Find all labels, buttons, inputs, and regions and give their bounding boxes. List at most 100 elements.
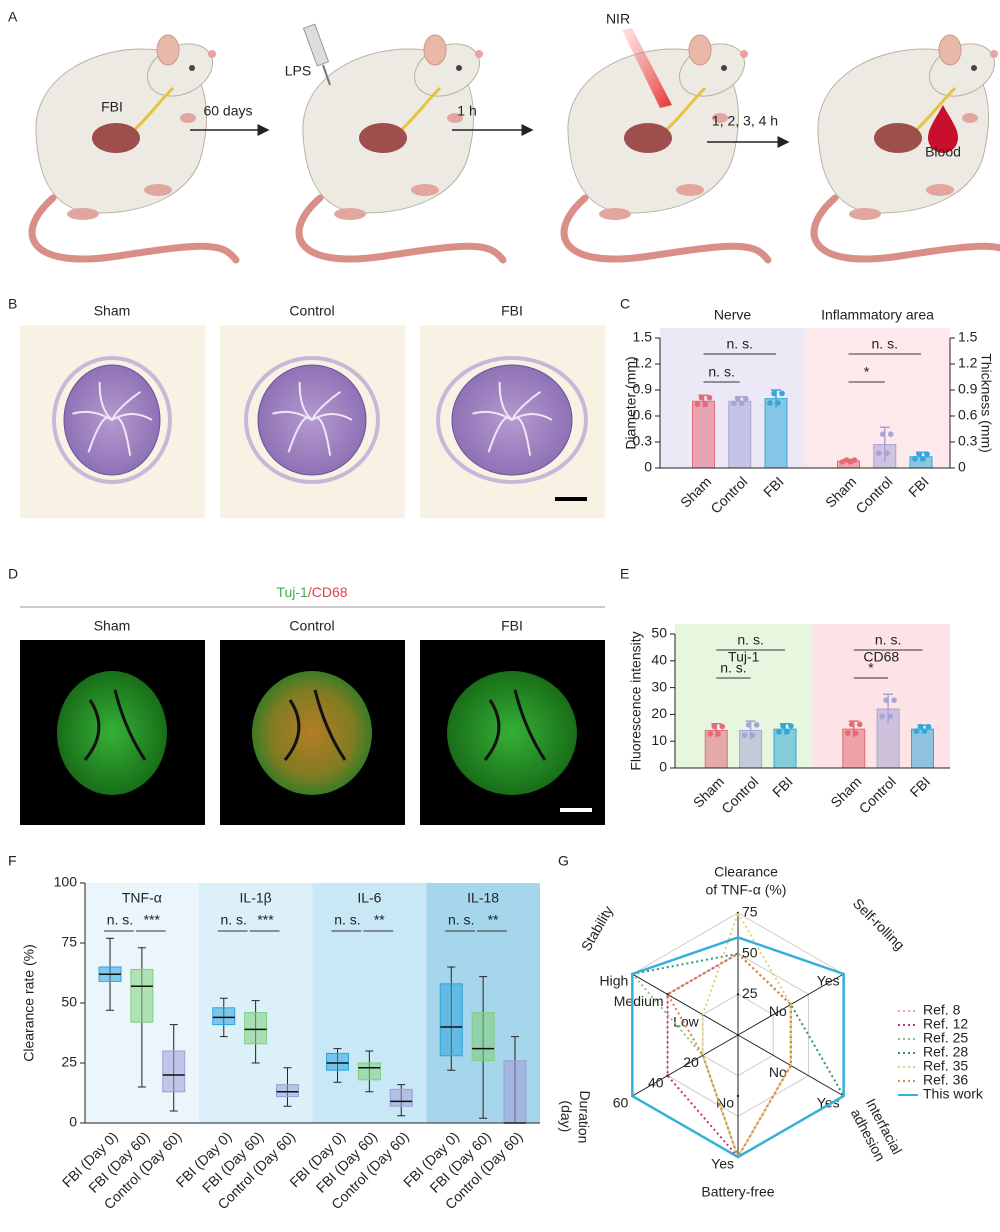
bar xyxy=(692,400,715,469)
y-tick-label: 0 xyxy=(659,759,667,775)
box xyxy=(275,1084,299,1098)
legend-label: This work xyxy=(923,1086,984,1102)
mouse-paw xyxy=(712,113,728,123)
radar-tick-label: High xyxy=(600,973,629,989)
scheme-text: FBI xyxy=(101,99,123,115)
mouse-paw xyxy=(926,184,954,196)
radar-axis-label: Clearance xyxy=(714,864,778,880)
radar-axis-label: Self-rolling xyxy=(850,895,908,953)
radar-tick-label: 60 xyxy=(613,1095,629,1111)
scheme-text: NIR xyxy=(606,11,630,27)
radar-tick-label: 75 xyxy=(742,904,758,920)
significance-label: n. s. xyxy=(448,912,474,928)
tissue-fold xyxy=(272,410,313,421)
y-axis-title: Diameter (mm) xyxy=(623,356,639,449)
group-title: Tuj-1 xyxy=(728,649,760,665)
box xyxy=(130,968,154,1023)
whisker-cap xyxy=(106,937,115,1011)
data-dot xyxy=(883,697,889,703)
radar-tick-label: No xyxy=(769,1064,787,1080)
tissue-fold xyxy=(298,381,313,421)
y-tick-label: 0 xyxy=(644,459,652,475)
radar-tick-label: 50 xyxy=(742,944,758,960)
data-dot xyxy=(771,390,777,397)
group-title: IL-1β xyxy=(240,890,272,906)
x-tick-label: FBI xyxy=(905,473,932,500)
mouse-ear xyxy=(688,34,712,66)
panel-label: A xyxy=(8,9,18,25)
mouse-eye xyxy=(189,65,195,71)
x-tick-label: Control xyxy=(707,473,750,516)
data-dot xyxy=(775,400,781,406)
mouse-paw xyxy=(180,113,196,123)
significance-label: n. s. xyxy=(875,632,901,648)
group-title: TNF-α xyxy=(122,890,162,906)
panel-label: B xyxy=(8,296,17,312)
data-dot xyxy=(715,731,722,737)
data-dot xyxy=(780,723,786,729)
significance-label: n. s. xyxy=(334,912,360,928)
data-dot xyxy=(707,731,714,737)
mouse-paw xyxy=(447,113,463,123)
mouse-eye xyxy=(456,65,462,71)
mouse-nose xyxy=(208,50,216,58)
significance-label: n. s. xyxy=(720,660,746,676)
mouse-organ xyxy=(624,123,672,153)
mouse-organ xyxy=(359,123,407,153)
y-tick-label: 1.5 xyxy=(633,329,653,345)
mouse-paw xyxy=(849,208,881,220)
scale-bar xyxy=(555,497,587,501)
radar-tick-label: 40 xyxy=(648,1074,664,1090)
mouse-tail xyxy=(810,194,1000,263)
mouse-organ xyxy=(874,123,922,153)
stain-name: /CD68 xyxy=(308,584,348,600)
data-dot xyxy=(719,723,726,730)
bar xyxy=(773,728,797,769)
mouse-paw xyxy=(676,184,704,196)
data-dot xyxy=(921,728,928,734)
radar-series xyxy=(701,910,792,1160)
significance-label: *** xyxy=(144,912,161,928)
whisker-cap xyxy=(219,997,228,1038)
tissue-fold xyxy=(98,381,113,421)
tick-mark xyxy=(736,993,740,996)
box xyxy=(357,1062,381,1081)
data-dot xyxy=(788,723,794,729)
mouse-nose xyxy=(990,50,998,58)
mouse-paw xyxy=(144,184,172,196)
data-dot xyxy=(887,431,894,438)
y-tick-label: 25 xyxy=(61,1054,77,1070)
x-tick-label: Control xyxy=(718,773,761,816)
tissue-fold xyxy=(72,410,113,421)
x-tick-label: FBI xyxy=(907,773,934,800)
tissue-fold xyxy=(83,689,147,761)
legend-label: Ref. 35 xyxy=(923,1058,968,1074)
data-dot xyxy=(917,723,924,730)
image-title: Sham xyxy=(94,618,131,634)
y-tick-label: 1.2 xyxy=(958,355,978,371)
y-tick-label: 0.9 xyxy=(958,381,978,397)
syringe-needle xyxy=(322,64,331,86)
mouse-illustration xyxy=(28,34,240,264)
box xyxy=(389,1088,413,1107)
tissue xyxy=(52,356,172,484)
data-dot xyxy=(916,451,922,457)
tissue-fold xyxy=(472,410,513,421)
mouse-tail xyxy=(295,194,507,264)
data-dot xyxy=(711,723,718,730)
data-dot xyxy=(776,729,782,735)
mouse-paw xyxy=(962,113,978,123)
data-dot xyxy=(742,395,749,402)
x-tick-label: FBI xyxy=(769,773,796,800)
significance-label: * xyxy=(864,364,870,380)
radar-axis-label: Stability xyxy=(578,903,616,953)
mouse-paw xyxy=(334,208,366,220)
data-dot xyxy=(875,450,882,457)
significance-label: n. s. xyxy=(737,632,763,648)
significance-label: *** xyxy=(257,912,274,928)
mouse-tail xyxy=(28,194,240,264)
scheme-text: 1 h xyxy=(457,103,476,119)
tick-mark xyxy=(736,1094,740,1098)
y-tick-label: 10 xyxy=(651,732,667,748)
